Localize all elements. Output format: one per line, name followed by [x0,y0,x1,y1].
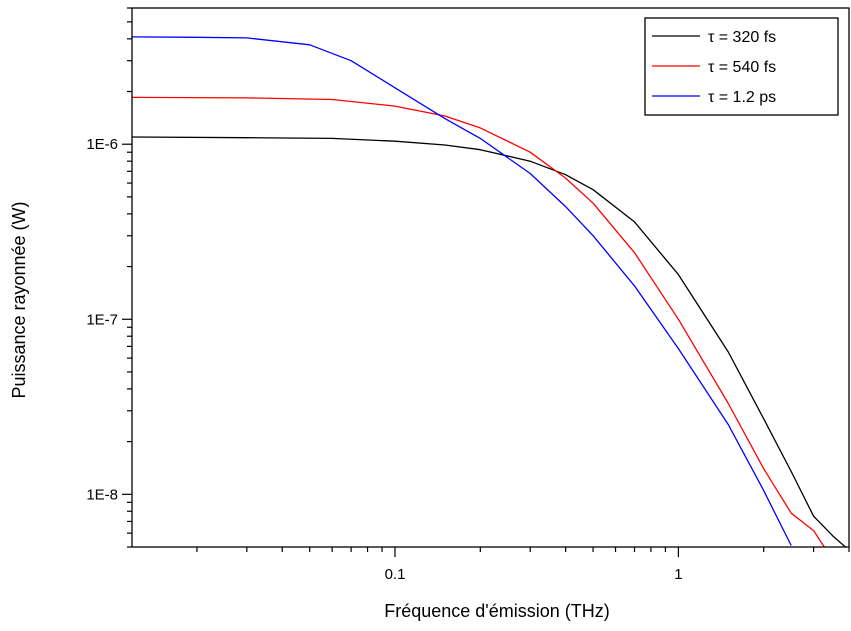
y-tick-label: 1E-7 [86,311,118,328]
legend-label-1: τ = 320 fs [708,29,776,46]
y-tick-label: 1E-8 [86,486,118,503]
legend: τ = 320 fs τ = 540 fs τ = 1.2 ps [644,17,839,116]
x-axis-title: Fréquence d'émission (THz) [384,601,610,621]
legend-label-3: τ = 1.2 ps [708,89,776,106]
y-axis-ticks: 1E-8 1E-7 1E-6 [86,7,132,548]
series-lines [132,36,847,547]
x-axis-ticks: 0.1 1 [196,547,850,583]
series-line-1 [132,136,847,547]
series-line-2 [132,96,826,547]
legend-label-2: τ = 540 fs [708,59,776,76]
plot-frame [131,7,850,548]
x-tick-label: 1 [674,566,682,583]
x-tick-label: 0.1 [385,566,406,583]
y-tick-label: 1E-6 [86,136,118,153]
series-line-3 [132,36,792,546]
y-axis-title: Puissance rayonnée (W) [9,201,29,398]
